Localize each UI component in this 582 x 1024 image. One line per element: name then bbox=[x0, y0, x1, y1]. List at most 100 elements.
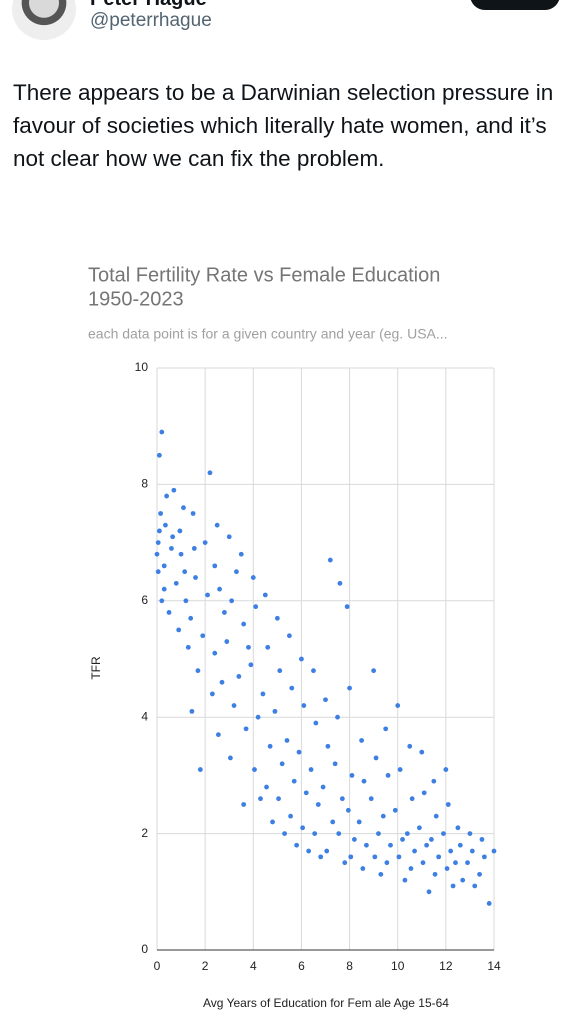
point bbox=[443, 767, 449, 772]
point bbox=[265, 644, 271, 650]
point bbox=[336, 831, 342, 836]
point bbox=[312, 831, 318, 836]
x-tick-label: 8 bbox=[346, 959, 353, 973]
point bbox=[373, 755, 379, 761]
y-tick-label: 8 bbox=[141, 477, 148, 491]
point bbox=[236, 674, 242, 679]
chart: Total Fertility Rate vs Female Education… bbox=[88, 264, 501, 1010]
point bbox=[205, 592, 210, 598]
chart-subtitle: each data point is for a given country a… bbox=[88, 326, 448, 342]
point bbox=[282, 831, 287, 836]
point bbox=[234, 569, 239, 575]
point bbox=[279, 761, 285, 767]
point bbox=[262, 592, 268, 598]
chart-title: Total Fertility Rate vs Female Education bbox=[88, 264, 440, 286]
point bbox=[431, 778, 437, 784]
point bbox=[311, 668, 316, 674]
point bbox=[348, 854, 354, 860]
point bbox=[286, 633, 292, 639]
point bbox=[155, 569, 161, 575]
point bbox=[185, 644, 191, 650]
point bbox=[214, 522, 220, 528]
point bbox=[191, 546, 197, 551]
point bbox=[299, 656, 304, 662]
point bbox=[383, 726, 389, 732]
chart-title: 1950-2023 bbox=[88, 288, 184, 310]
point bbox=[181, 505, 186, 511]
point bbox=[173, 580, 179, 586]
point bbox=[178, 551, 184, 557]
point bbox=[270, 819, 275, 825]
point bbox=[325, 743, 331, 749]
point bbox=[219, 679, 225, 685]
point bbox=[408, 866, 414, 871]
point bbox=[320, 784, 326, 790]
point bbox=[169, 546, 174, 551]
point bbox=[159, 429, 165, 435]
x-tick-label: 2 bbox=[202, 959, 209, 973]
x-tick-label: 10 bbox=[391, 959, 405, 973]
point bbox=[212, 650, 218, 656]
point bbox=[277, 668, 283, 674]
follow-button[interactable] bbox=[470, 0, 560, 10]
point bbox=[202, 540, 208, 545]
point bbox=[445, 802, 451, 807]
point bbox=[228, 755, 233, 761]
point bbox=[255, 714, 261, 720]
point bbox=[252, 767, 257, 772]
post-text: There appears to be a Darwinian selectio… bbox=[13, 80, 554, 171]
point bbox=[176, 627, 182, 633]
point bbox=[380, 813, 386, 819]
x-axis-label: Avg Years of Education for Fem ale Age 1… bbox=[203, 996, 449, 1010]
author-handle[interactable]: @peterrhague bbox=[90, 10, 212, 31]
point bbox=[424, 842, 429, 848]
x-tick-label: 14 bbox=[487, 959, 501, 973]
point bbox=[330, 819, 336, 825]
point bbox=[183, 598, 189, 604]
point bbox=[400, 837, 405, 842]
point bbox=[345, 807, 351, 813]
point bbox=[344, 604, 350, 610]
point bbox=[195, 668, 201, 674]
point bbox=[429, 837, 434, 842]
point bbox=[368, 796, 374, 802]
point bbox=[455, 825, 461, 831]
point bbox=[200, 633, 206, 639]
point bbox=[448, 848, 454, 854]
point bbox=[238, 551, 244, 557]
point bbox=[453, 860, 458, 866]
point bbox=[241, 802, 247, 807]
point bbox=[243, 726, 249, 732]
point bbox=[416, 825, 422, 831]
point bbox=[217, 586, 222, 592]
y-tick-label: 6 bbox=[141, 593, 148, 607]
author-name[interactable]: Peter Hague bbox=[90, 0, 207, 11]
y-axis-label: TFR bbox=[89, 656, 103, 680]
point bbox=[226, 534, 232, 540]
point bbox=[291, 778, 297, 784]
point bbox=[376, 831, 381, 836]
point bbox=[231, 703, 237, 708]
point bbox=[164, 493, 170, 499]
point bbox=[332, 761, 338, 767]
point bbox=[308, 767, 314, 772]
point bbox=[469, 848, 475, 854]
point bbox=[250, 575, 256, 580]
point bbox=[384, 860, 390, 866]
point bbox=[351, 837, 357, 842]
point bbox=[486, 901, 492, 906]
point bbox=[339, 796, 345, 802]
avatar[interactable] bbox=[12, 0, 76, 40]
x-tick-label: 4 bbox=[250, 959, 257, 973]
point bbox=[248, 662, 254, 668]
point bbox=[161, 586, 167, 592]
point bbox=[420, 860, 426, 866]
point bbox=[327, 557, 333, 563]
point bbox=[385, 773, 391, 778]
point bbox=[241, 621, 247, 627]
point bbox=[301, 703, 307, 708]
point bbox=[197, 767, 203, 772]
point bbox=[154, 551, 160, 557]
point bbox=[313, 720, 319, 726]
point bbox=[224, 639, 230, 644]
